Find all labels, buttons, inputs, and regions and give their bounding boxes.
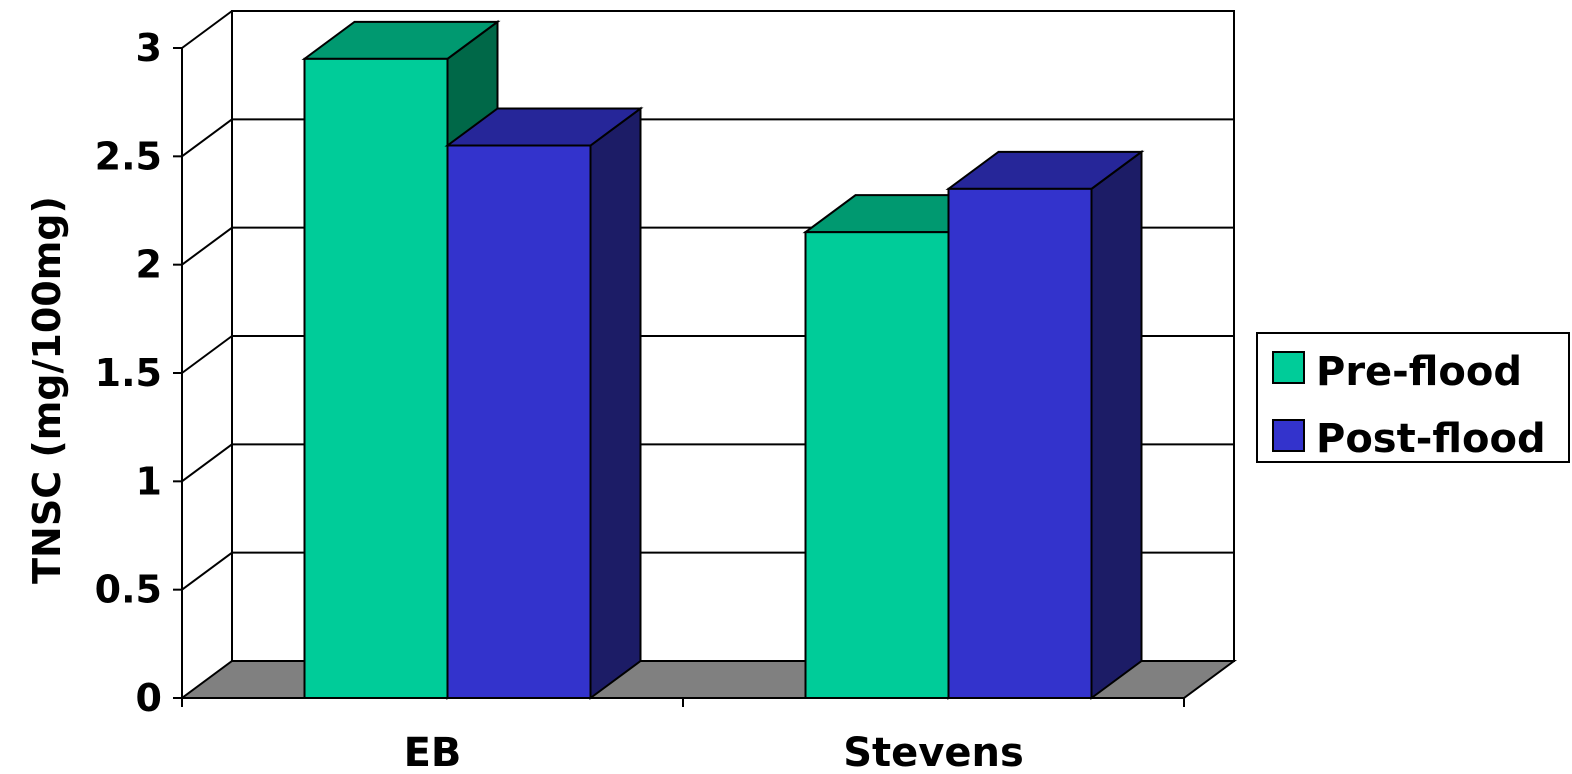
bar-side (1090, 149, 1143, 700)
y-tick-label: 1.5 (95, 351, 162, 395)
legend-swatch-post-flood (1272, 419, 1305, 452)
y-tick-label: 1 (136, 459, 162, 503)
bar-front (446, 144, 592, 699)
side-wall-gridline (181, 10, 233, 49)
bar-front (303, 57, 449, 700)
side-wall-gridline (181, 443, 233, 483)
bar-eb-post-flood (444, 106, 644, 700)
bar-side (589, 106, 642, 700)
legend-swatch-pre-flood (1272, 351, 1305, 384)
category-labels: EB Stevens (404, 730, 1024, 774)
legend-label-pre-flood: Pre-flood (1316, 349, 1522, 395)
y-tick-label: 2.5 (95, 134, 162, 178)
side-wall-gridline (181, 335, 233, 374)
legend-label-post-flood: Post-flood (1316, 416, 1546, 462)
y-tick-label: 0 (136, 676, 162, 720)
axes (173, 47, 1185, 707)
y-tick-label: 0.5 (95, 568, 162, 612)
legend-box (1256, 332, 1570, 463)
legend: Pre-flood Post-flood (1256, 332, 1570, 463)
bar-front (947, 187, 1093, 699)
side-wall-gridline (181, 551, 233, 591)
y-tick-labels: 0 0.5 1 1.5 2 2.5 3 (95, 26, 162, 720)
side-wall-gridline (181, 118, 233, 158)
y-tick-label: 2 (136, 243, 162, 287)
bars (301, 19, 1145, 700)
y-axis-label: TNSC (mg/100mg) (25, 196, 69, 584)
y-tick-label: 3 (136, 26, 162, 70)
bar-front (804, 231, 950, 700)
bar-stevens-post-flood (945, 149, 1145, 700)
category-label: Stevens (843, 730, 1024, 774)
side-wall-gridline (181, 226, 233, 266)
category-label: EB (404, 730, 462, 774)
